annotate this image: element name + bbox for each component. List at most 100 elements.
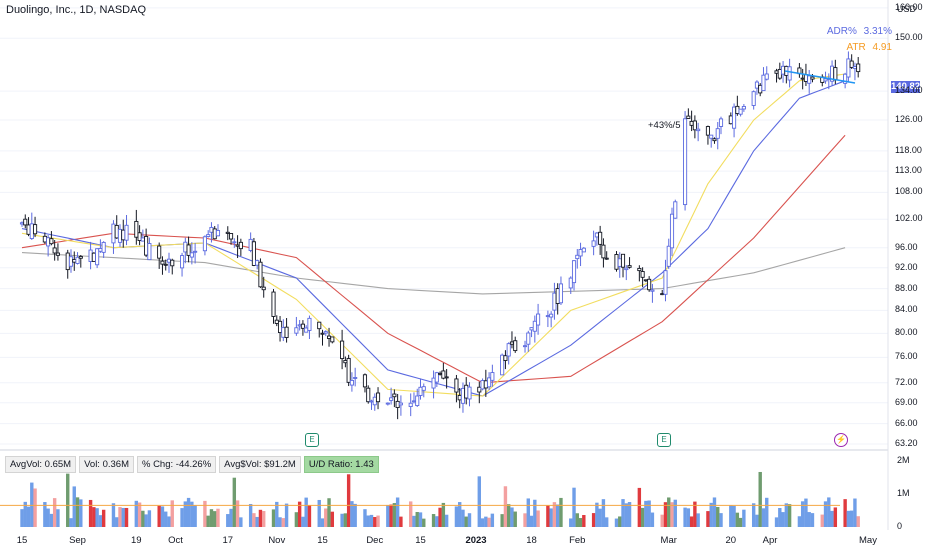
volume-bar [843,499,847,527]
candle-body [389,397,394,401]
candle-body [255,260,260,266]
candle-body [856,63,861,73]
candle-body [362,374,368,388]
volume-bar [33,488,37,527]
candle-body [673,201,678,219]
candle-body [692,120,697,131]
volume-bar [435,516,439,527]
volume-bar [673,499,677,527]
volume-bar [415,512,419,527]
volume-bar [647,500,651,527]
candle-body [209,226,214,233]
candle-body [545,315,550,318]
volume-bar [464,516,468,527]
candle-body [732,106,737,129]
candle-body [372,396,377,406]
volume-bar [147,510,152,527]
volume-bar [598,508,602,527]
volume-bar [742,509,746,527]
volume-bar [670,502,674,527]
candle-body [709,134,714,139]
candle-body [163,263,168,266]
adr-label: ADR% [826,26,857,37]
candle-body [421,386,426,391]
volume-bar [399,516,403,527]
price-tick-label: 69.00 [895,396,918,407]
price-tick-label: 118.00 [895,144,922,155]
candle-body [323,331,328,334]
stats-bar: AvgVol: 0.65M Vol: 0.36M % Chg: -44.26% … [5,456,379,473]
volume-bar [239,517,243,527]
volume-bar [797,516,802,527]
volume-bar [376,515,380,527]
volume-bar [529,515,534,527]
candle-body [758,84,763,94]
candle-body [369,400,374,403]
volume-bar [183,501,188,527]
volume-bar [294,512,299,527]
volume-bar [193,505,197,527]
candle-body [741,106,746,110]
earnings-icon[interactable]: E [657,433,671,447]
volume-bar [487,517,491,527]
candle-body [803,74,808,82]
chart-title: Duolingo, Inc., 1D, NASDAQ [6,4,147,16]
dividend-icon[interactable]: ⚡ [834,433,848,447]
candle-body [575,254,580,260]
candle-body [346,358,351,383]
volume-bar [118,507,122,527]
candle-body [183,241,188,253]
candle-body [735,105,740,115]
volume-bar [614,518,619,527]
time-tick-label: May [859,535,877,546]
candle-body [251,241,256,266]
candle-body [849,60,854,68]
candle-body [140,237,145,242]
volume-bar [56,509,60,527]
volume-bar [804,498,808,527]
volume-bar [823,501,828,527]
volume-bar [696,513,700,527]
volume-bar [115,517,119,527]
candle-body [751,91,756,106]
volume-bar [751,503,756,527]
volume-bar [160,506,165,527]
ud-ratio-stat: U/D Ratio: 1.43 [303,456,379,473]
volume-bar [121,507,125,527]
candle-body [513,340,518,352]
candle-body [581,247,586,253]
earnings-icon[interactable]: E [305,433,319,447]
volume-bar [693,501,697,527]
candle-body [42,235,47,243]
atr-value: 4.91 [872,42,892,53]
volume-bar [732,505,736,527]
candle-body [490,372,495,381]
ma-line-4 [21,247,846,295]
candle-body [111,223,116,244]
candle-body [696,128,701,132]
candle-body [467,386,472,400]
volume-bar [324,508,328,527]
candle-body [506,343,511,357]
volume-bar [209,509,214,527]
candle-body [297,324,302,327]
candle-body [281,327,286,338]
volume-bar [301,516,305,527]
price-tick-label: 102.00 [895,213,923,224]
volume-bar [95,508,99,527]
candle-body [304,327,309,333]
volume-bar [144,514,148,527]
volume-tick-label: 1M [897,487,910,498]
time-tick-label: 19 [131,535,142,546]
candle-body [101,241,106,253]
candle-body [705,126,710,136]
time-tick-label: Oct [168,535,183,546]
candle-body [643,279,648,282]
candle-body [349,379,354,386]
candle-body [715,128,720,139]
price-tick-label: 92.00 [895,261,918,272]
chg-stat: % Chg: -44.26% [136,456,217,473]
volume-bar [833,507,838,527]
vol-stat: Vol: 0.36M [79,456,134,473]
candle-body [134,220,139,238]
